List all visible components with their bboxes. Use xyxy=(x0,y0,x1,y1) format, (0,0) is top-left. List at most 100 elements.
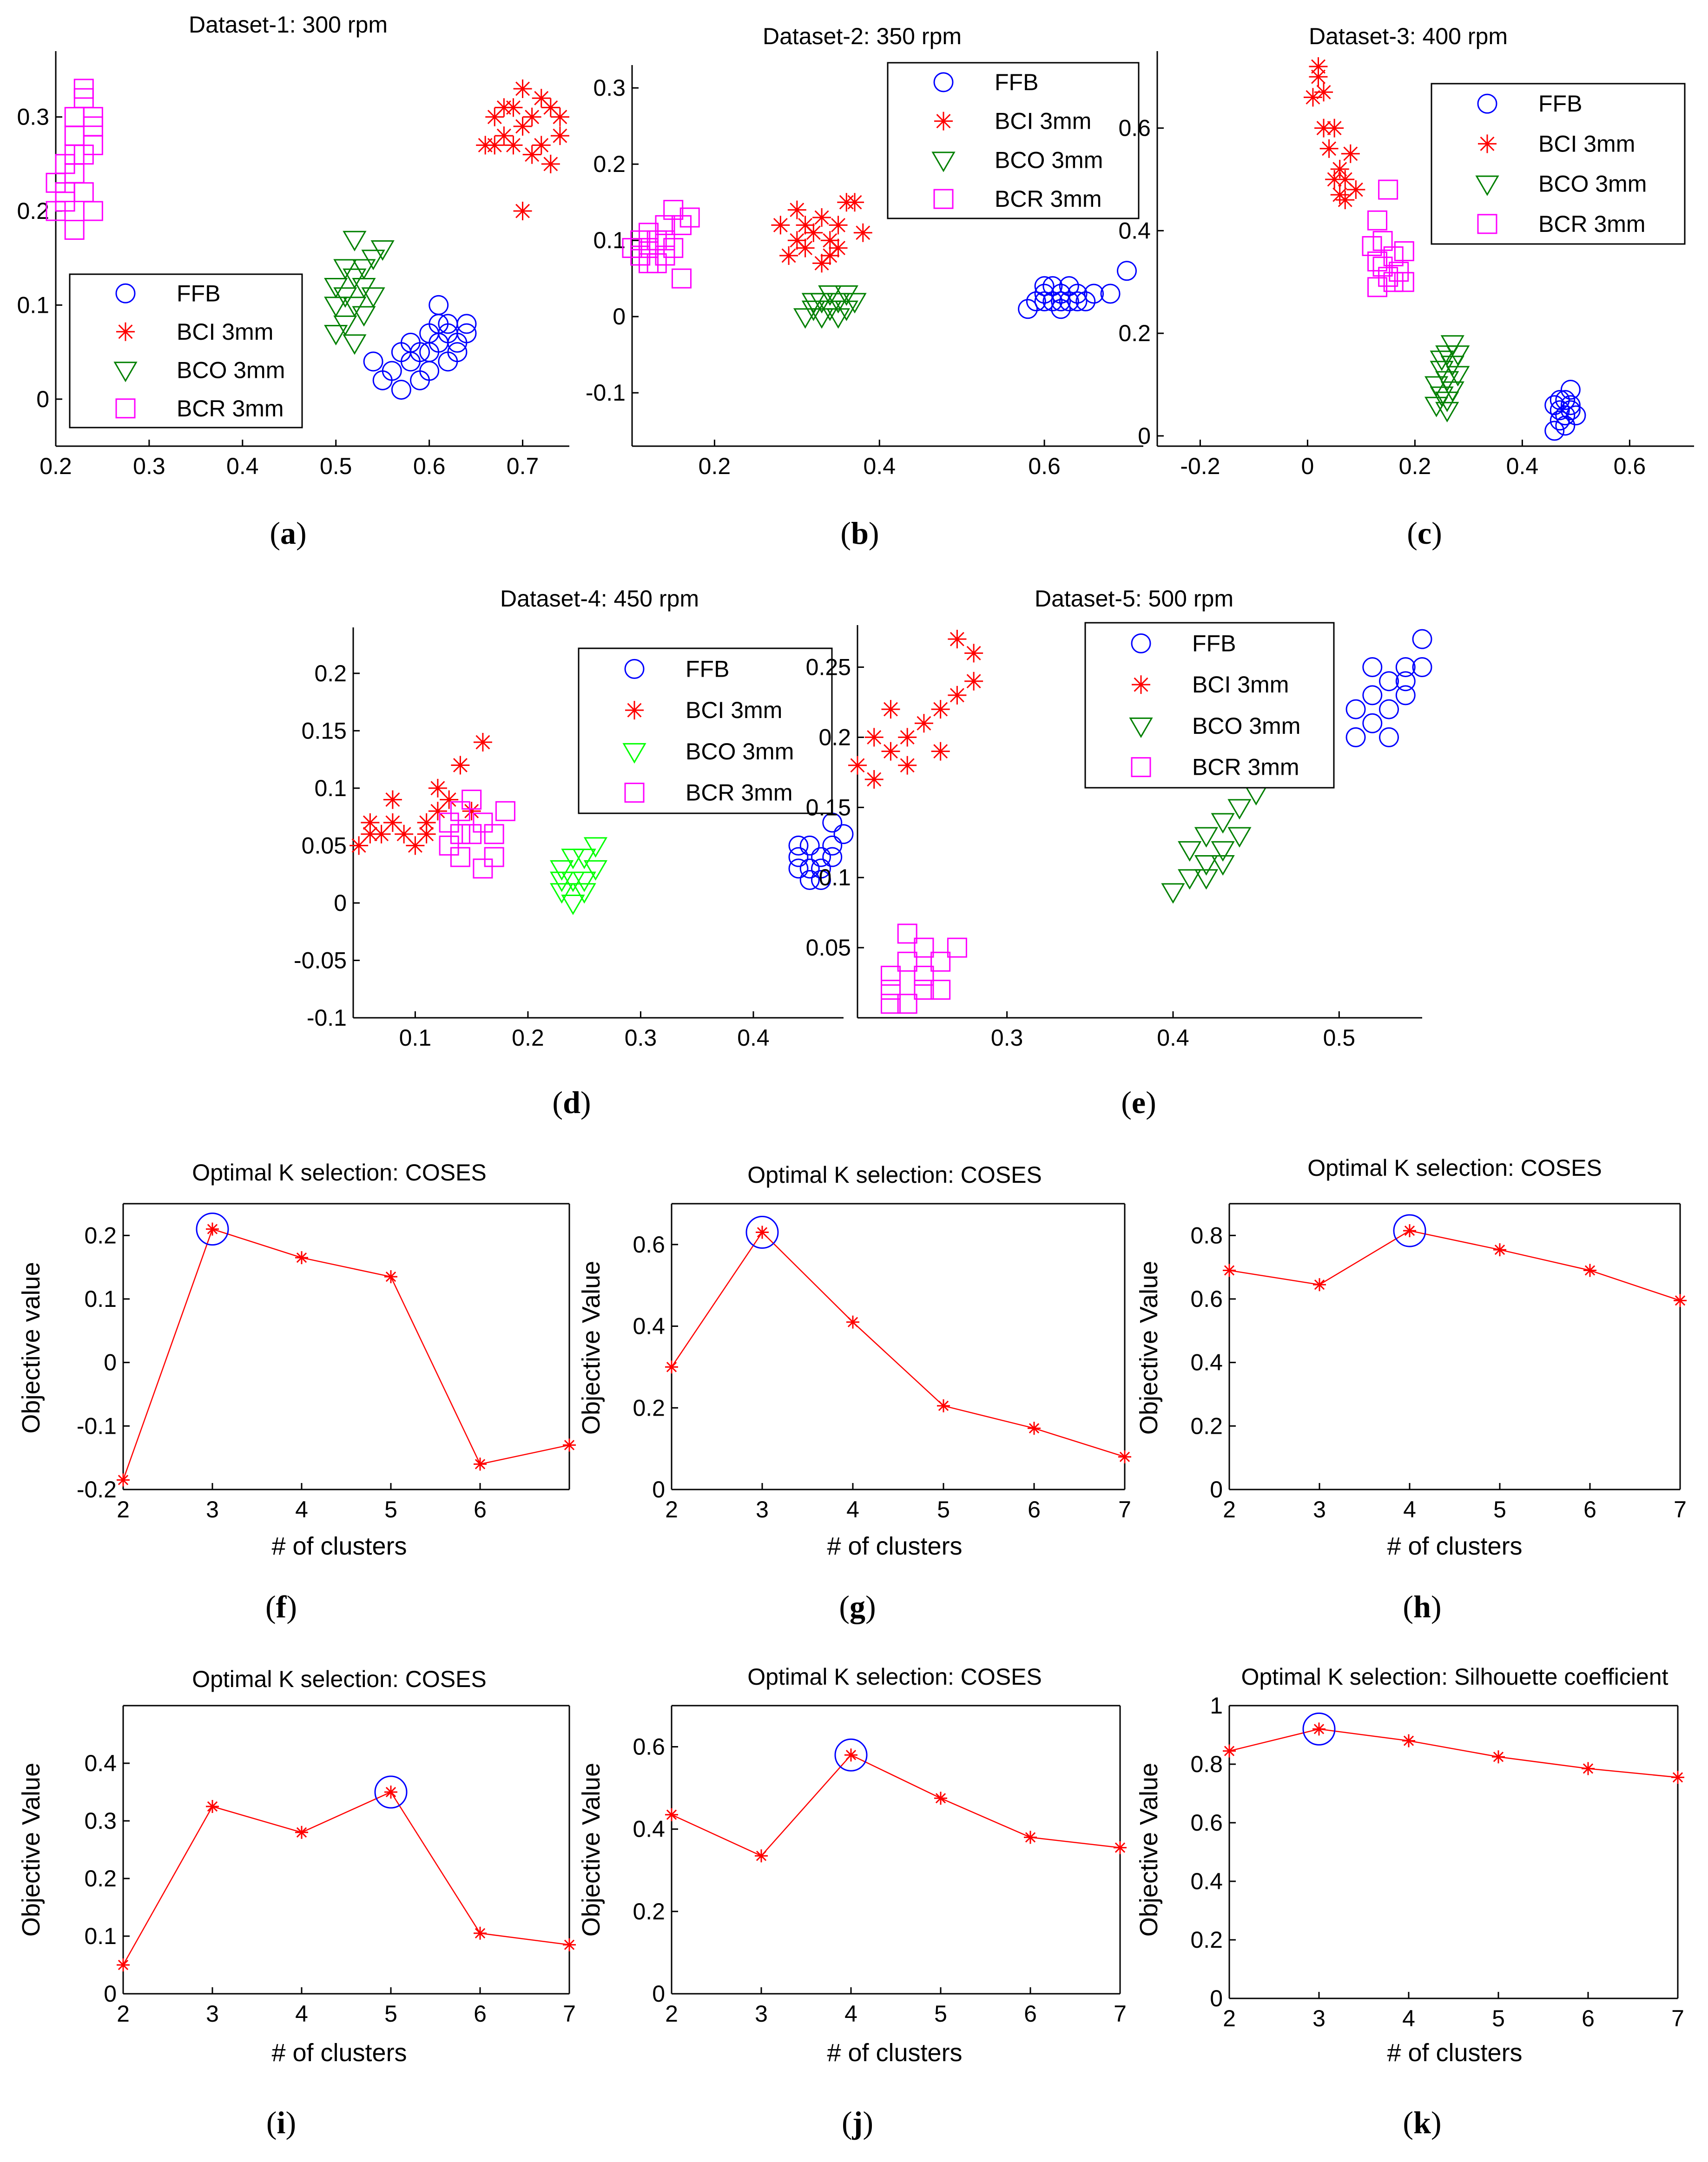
data-point xyxy=(561,849,585,870)
data-point xyxy=(1372,231,1393,251)
data-point xyxy=(1313,1278,1326,1292)
data-point xyxy=(948,630,967,649)
y-tick-label: 0.3 xyxy=(17,104,49,130)
series-bco-3mm xyxy=(1424,335,1470,422)
data-point xyxy=(788,847,809,867)
legend: FFB BCI 3mm BCO 3mm BCR 3mm xyxy=(887,62,1140,219)
data-point xyxy=(1394,272,1414,292)
data-point xyxy=(1362,236,1382,256)
data-point xyxy=(897,923,917,944)
data-point xyxy=(818,285,842,306)
series-line xyxy=(122,1228,570,1480)
series-line xyxy=(1229,1230,1681,1301)
x-tick-label: 3 xyxy=(755,2001,768,2027)
x-tick-label: 7 xyxy=(563,2001,576,2027)
data-point xyxy=(788,835,809,856)
data-point xyxy=(1051,291,1071,311)
data-point xyxy=(363,351,383,372)
data-point xyxy=(1544,395,1565,415)
y-tick-label: 0.05 xyxy=(302,832,347,858)
legend-entry: BCO 3mm xyxy=(1538,171,1647,197)
data-point xyxy=(395,824,414,844)
data-point xyxy=(206,1222,219,1236)
data-point xyxy=(933,189,954,209)
y-tick-label: 0.3 xyxy=(84,1808,117,1834)
data-point xyxy=(1430,350,1454,371)
data-point xyxy=(822,847,843,867)
x-tick-label: 3 xyxy=(756,1496,769,1523)
panel-g: Optimal K selection: COSES 2 3 4 5 6 7 0 0.2 0.4 0… xyxy=(577,1162,1131,1624)
data-point xyxy=(1550,390,1570,410)
data-point xyxy=(572,871,596,892)
y-tick-label: -0.05 xyxy=(294,947,347,973)
data-point xyxy=(513,202,532,221)
data-point xyxy=(382,361,402,381)
data-point xyxy=(811,847,831,867)
data-point xyxy=(1440,335,1464,356)
data-point xyxy=(1117,261,1137,281)
y-tick-label: 0.2 xyxy=(593,151,626,177)
data-point xyxy=(115,283,136,303)
data-point xyxy=(1161,883,1185,904)
x-tick-label: 0.4 xyxy=(226,453,259,479)
data-point xyxy=(914,937,934,958)
data-point xyxy=(451,756,470,775)
data-point xyxy=(779,246,798,265)
data-point xyxy=(1362,685,1383,705)
panel-caption: (h) xyxy=(1403,1589,1441,1624)
x-axis-label: # of clusters xyxy=(271,1532,407,1560)
panel-caption: (c) xyxy=(1407,515,1442,551)
legend-entry: BCR 3mm xyxy=(995,186,1102,212)
data-point xyxy=(484,847,504,867)
data-point xyxy=(880,965,901,986)
data-point xyxy=(572,883,596,904)
data-point xyxy=(550,883,574,904)
data-point xyxy=(937,1399,950,1412)
data-point xyxy=(1555,390,1576,410)
data-point xyxy=(811,858,831,879)
data-point xyxy=(1211,855,1235,876)
chart-title: Optimal K selection: COSES xyxy=(192,1666,487,1692)
data-point xyxy=(833,824,854,844)
data-point xyxy=(1075,291,1096,311)
panel-letter: c xyxy=(1418,515,1431,551)
data-point xyxy=(1325,170,1344,189)
data-point xyxy=(848,756,867,775)
legend-entry: BCR 3mm xyxy=(686,780,793,806)
data-point xyxy=(1309,67,1328,86)
data-point xyxy=(881,700,900,719)
data-point xyxy=(834,285,858,306)
chart-title: Optimal K selection: COSES xyxy=(747,1162,1042,1188)
legend-entry: BCR 3mm xyxy=(1192,754,1299,780)
data-point xyxy=(391,342,411,363)
data-point xyxy=(406,836,425,855)
data-point xyxy=(83,116,103,137)
panel-letter: b xyxy=(851,515,869,551)
x-tick-label: 0.2 xyxy=(1399,453,1431,479)
data-point xyxy=(1395,685,1416,705)
data-point xyxy=(834,300,858,321)
x-tick-label: 5 xyxy=(934,2001,947,2027)
data-point xyxy=(881,742,900,761)
data-point xyxy=(383,813,402,832)
x-tick-label: 7 xyxy=(1118,1496,1131,1523)
data-point xyxy=(818,300,842,321)
data-point xyxy=(1067,291,1088,311)
data-point xyxy=(1051,283,1071,304)
x-tick-label: 6 xyxy=(474,1496,487,1523)
y-tick-label: 0 xyxy=(334,890,347,916)
y-tick-label: 0.2 xyxy=(17,198,49,224)
x-tick-label: 0.1 xyxy=(399,1025,432,1051)
data-point xyxy=(1383,246,1404,267)
y-axis-label: Objective Value xyxy=(1135,1763,1163,1937)
data-point xyxy=(1446,366,1470,387)
x-tick-label: 0.2 xyxy=(512,1025,544,1051)
y-tick-label: 0.25 xyxy=(806,654,851,680)
data-point xyxy=(1026,291,1046,311)
data-point xyxy=(495,801,515,821)
data-point xyxy=(1555,415,1576,436)
data-point xyxy=(864,770,884,789)
x-tick-label: 5 xyxy=(384,1496,397,1523)
data-point xyxy=(462,802,481,821)
series-bcr-3mm xyxy=(46,79,103,240)
